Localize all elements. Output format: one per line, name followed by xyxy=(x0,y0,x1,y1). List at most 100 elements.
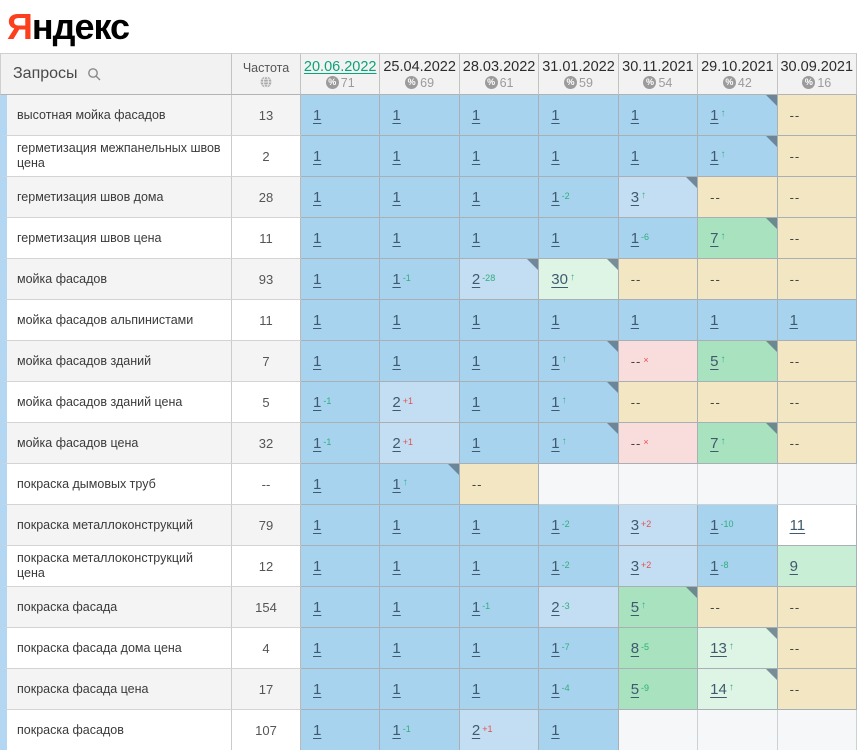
query-cell[interactable]: мойка фасадов альпинистами xyxy=(0,300,232,341)
position-link[interactable]: 1 xyxy=(392,639,401,657)
position-link[interactable]: 1 xyxy=(471,147,481,165)
position-link[interactable]: 1 xyxy=(710,106,719,124)
query-label[interactable]: герметизация швов дома xyxy=(17,189,164,204)
position-link[interactable]: 13 xyxy=(710,639,727,657)
position-link[interactable]: 1 xyxy=(313,311,322,329)
position-link[interactable]: 1 xyxy=(392,188,401,206)
position-link[interactable]: 1 xyxy=(392,147,401,165)
position-link[interactable]: 1 xyxy=(551,188,560,206)
query-cell[interactable]: герметизация швов дома xyxy=(0,177,232,218)
position-link[interactable]: 1 xyxy=(551,352,560,370)
position-link[interactable]: 1 xyxy=(551,311,560,329)
position-link[interactable]: 1 xyxy=(471,188,481,206)
position-link[interactable]: 1 xyxy=(392,229,401,247)
position-link[interactable]: 1 xyxy=(471,557,481,575)
query-cell[interactable]: герметизация швов цена xyxy=(0,218,232,259)
query-label[interactable]: герметизация межпанельных швов цена xyxy=(17,141,221,170)
position-link[interactable]: 1 xyxy=(313,680,322,698)
query-cell[interactable]: мойка фасадов зданий xyxy=(0,341,232,382)
position-link[interactable]: 3 xyxy=(630,516,640,534)
query-cell[interactable]: покраска фасада цена xyxy=(0,669,232,710)
query-cell[interactable]: покраска фасадов xyxy=(0,710,232,750)
position-link[interactable]: 1 xyxy=(392,106,401,124)
position-link[interactable]: 1 xyxy=(392,598,401,616)
query-label[interactable]: герметизация швов цена xyxy=(17,230,162,245)
date-label[interactable]: 31.01.2022 xyxy=(542,58,615,75)
position-link[interactable]: 2 xyxy=(551,598,560,616)
position-link[interactable]: 1 xyxy=(313,516,322,534)
position-link[interactable]: 1 xyxy=(313,475,322,493)
date-label[interactable]: 30.11.2021 xyxy=(622,58,694,75)
query-label[interactable]: мойка фасадов зданий цена xyxy=(17,394,183,409)
query-label[interactable]: высотная мойка фасадов xyxy=(17,107,166,122)
position-link[interactable]: 1 xyxy=(630,147,640,165)
query-label[interactable]: мойка фасадов альпинистами xyxy=(17,312,194,327)
position-link[interactable]: 1 xyxy=(630,311,640,329)
position-link[interactable]: 1 xyxy=(471,598,481,616)
query-label[interactable]: мойка фасадов зданий xyxy=(17,353,152,368)
query-label[interactable]: покраска дымовых труб xyxy=(17,476,156,491)
position-link[interactable]: 1 xyxy=(551,393,560,411)
position-link[interactable]: 1 xyxy=(471,229,481,247)
position-link[interactable]: 2 xyxy=(471,270,481,288)
position-link[interactable]: 7 xyxy=(710,434,719,452)
position-link[interactable]: 1 xyxy=(392,270,401,288)
position-link[interactable]: 1 xyxy=(710,516,719,534)
position-link[interactable]: 1 xyxy=(392,721,401,739)
query-label[interactable]: мойка фасадов цена xyxy=(17,435,139,450)
position-link[interactable]: 1 xyxy=(313,147,322,165)
position-link[interactable]: 1 xyxy=(710,557,719,575)
position-link[interactable]: 2 xyxy=(471,721,481,739)
position-link[interactable]: 1 xyxy=(313,639,322,657)
query-cell[interactable]: мойка фасадов зданий цена xyxy=(0,382,232,423)
position-link[interactable]: 1 xyxy=(313,352,322,370)
position-link[interactable]: 1 xyxy=(710,147,719,165)
position-link[interactable]: 1 xyxy=(789,311,798,329)
position-link[interactable]: 1 xyxy=(313,393,322,411)
position-link[interactable]: 1 xyxy=(313,106,322,124)
position-link[interactable]: 1 xyxy=(392,311,401,329)
position-link[interactable]: 2 xyxy=(392,434,401,452)
position-link[interactable]: 1 xyxy=(551,229,560,247)
position-link[interactable]: 9 xyxy=(789,557,798,575)
date-label[interactable]: 29.10.2021 xyxy=(701,58,774,75)
position-link[interactable]: 1 xyxy=(471,352,481,370)
position-link[interactable]: 1 xyxy=(471,516,481,534)
position-link[interactable]: 1 xyxy=(313,229,322,247)
position-link[interactable]: 1 xyxy=(551,147,560,165)
position-link[interactable]: 1 xyxy=(710,311,719,329)
query-label[interactable]: покраска фасадов xyxy=(17,722,124,737)
query-label[interactable]: покраска металлоконструкций xyxy=(17,517,193,532)
query-label[interactable]: покраска фасада xyxy=(17,599,118,614)
position-link[interactable]: 7 xyxy=(710,229,719,247)
position-link[interactable]: 1 xyxy=(313,598,322,616)
position-link[interactable]: 1 xyxy=(551,639,560,657)
search-icon[interactable] xyxy=(87,67,101,81)
position-link[interactable]: 5 xyxy=(710,352,719,370)
position-link[interactable]: 5 xyxy=(630,680,640,698)
position-link[interactable]: 1 xyxy=(630,106,640,124)
position-link[interactable]: 30 xyxy=(551,270,568,288)
position-link[interactable]: 11 xyxy=(789,516,806,534)
position-link[interactable]: 1 xyxy=(630,229,640,247)
position-link[interactable]: 1 xyxy=(551,680,560,698)
position-link[interactable]: 1 xyxy=(313,270,322,288)
position-link[interactable]: 1 xyxy=(313,557,322,575)
position-link[interactable]: 1 xyxy=(313,721,322,739)
query-cell[interactable]: покраска металлоконструкций цена xyxy=(0,546,232,587)
position-link[interactable]: 1 xyxy=(471,106,481,124)
position-link[interactable]: 14 xyxy=(710,680,727,698)
position-link[interactable]: 1 xyxy=(471,639,481,657)
query-label[interactable]: покраска фасада дома цена xyxy=(17,640,182,655)
date-label[interactable]: 30.09.2021 xyxy=(780,58,854,75)
position-link[interactable]: 5 xyxy=(630,598,640,616)
query-cell[interactable]: покраска дымовых труб xyxy=(0,464,232,505)
query-cell[interactable]: покраска фасада xyxy=(0,587,232,628)
position-link[interactable]: 1 xyxy=(392,557,401,575)
position-link[interactable]: 1 xyxy=(313,188,322,206)
date-label[interactable]: 28.03.2022 xyxy=(462,58,536,75)
query-cell[interactable]: покраска металлоконструкций xyxy=(0,505,232,546)
position-link[interactable]: 1 xyxy=(551,516,560,534)
position-link[interactable]: 1 xyxy=(471,680,481,698)
position-link[interactable]: 1 xyxy=(392,352,401,370)
